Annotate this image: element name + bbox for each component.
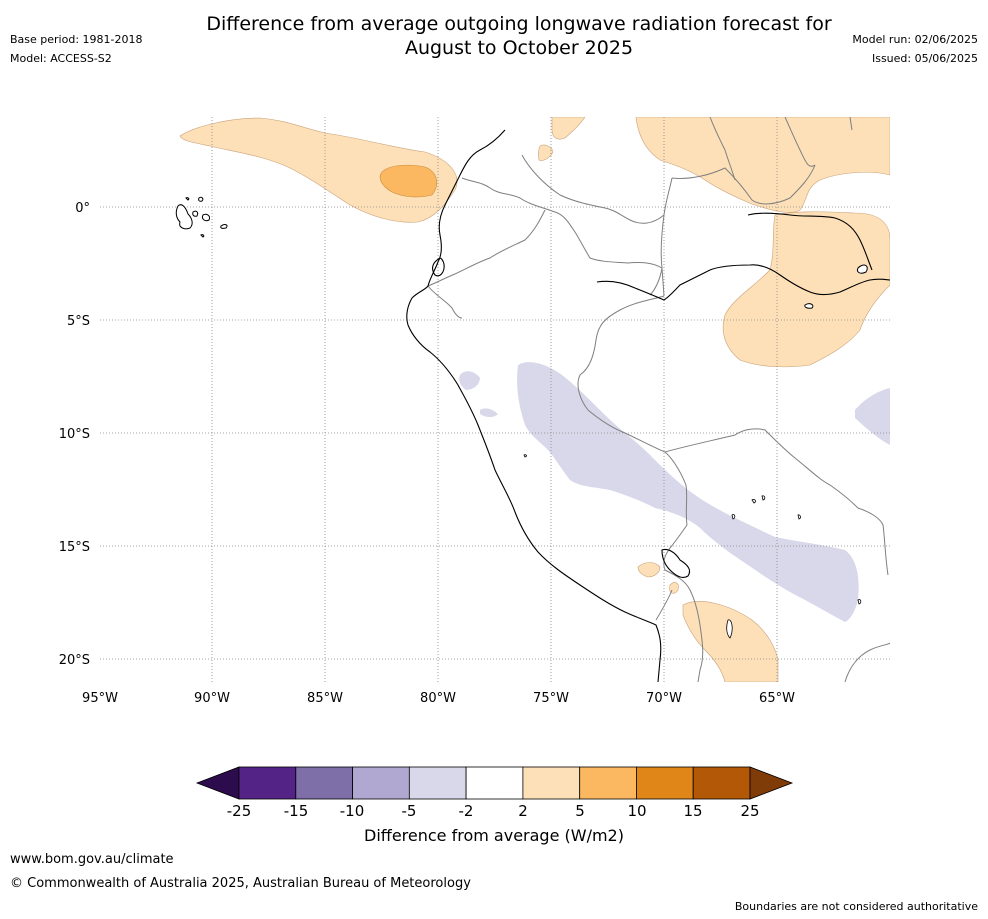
anomaly-area-andes-band xyxy=(517,362,859,622)
anomaly-area-east xyxy=(855,388,890,445)
lat-label: 20°S xyxy=(59,653,90,668)
model-run-label: Model run: 02/06/2025 xyxy=(852,33,978,46)
anomaly-area-lake xyxy=(637,562,661,578)
galapagos-islands xyxy=(175,196,868,309)
country-borders xyxy=(427,117,890,682)
base-period-label: Base period: 1981-2018 xyxy=(10,33,143,46)
lon-label: 90°W xyxy=(194,691,230,706)
border-brazil-bolivia xyxy=(664,428,889,576)
colorbar-tick-label: 15 xyxy=(683,802,702,820)
lon-label: 95°W xyxy=(82,691,118,706)
border-colombia-ecuador xyxy=(461,177,663,296)
colorbar-extend-high xyxy=(749,766,794,800)
copyright-text: © Commonwealth of Australia 2025, Austra… xyxy=(10,876,471,891)
map-gridlines xyxy=(100,117,890,682)
disclaimer-text: Boundaries are not considered authoritat… xyxy=(734,900,978,913)
border-ecuador-peru xyxy=(427,209,546,319)
title-line-1: Difference from average outgoing longwav… xyxy=(206,13,832,35)
colorbar-tick-label: -10 xyxy=(340,802,365,820)
anomaly-area-coast-small xyxy=(459,371,480,390)
anomaly-area-amazon-north xyxy=(635,117,890,213)
colorbar-label: Difference from average (W/m2) xyxy=(364,826,624,845)
colorbar-bin xyxy=(238,766,297,800)
latitude-labels: 0° 5°S 10°S 15°S 20°S xyxy=(59,201,90,668)
map-background xyxy=(100,117,890,682)
lake-titicaca xyxy=(661,548,691,578)
colorbar-tick-label: 5 xyxy=(575,802,585,820)
colorbar-ticks: -25 -15 -10 -5 -2 2 5 10 15 25 xyxy=(227,802,760,820)
colorbar-bin xyxy=(522,766,581,800)
lon-label: 70°W xyxy=(646,691,682,706)
lat-label: 10°S xyxy=(59,427,90,442)
positive-anomaly-areas xyxy=(179,117,890,682)
model-label: Model: ACCESS-S2 xyxy=(10,52,112,65)
lat-label: 5°S xyxy=(67,314,90,329)
colorbar-tick-label: -15 xyxy=(284,802,309,820)
colorbar-tick-label: 25 xyxy=(740,802,759,820)
small-lakes xyxy=(523,454,862,639)
title-line-2: August to October 2025 xyxy=(404,37,634,59)
anomaly-area-amazon-central xyxy=(722,211,890,368)
colorbar-tick-label: 10 xyxy=(627,802,646,820)
anomaly-area-coast-tiny xyxy=(480,408,498,417)
amazon-river-north xyxy=(747,212,873,271)
colorbar-bin xyxy=(408,766,467,800)
colorbar-bin xyxy=(692,766,751,800)
border-south-east xyxy=(844,642,890,682)
colorbar-bin xyxy=(579,766,637,800)
amazon-river xyxy=(596,264,890,301)
colorbar-bin xyxy=(636,766,694,800)
website-url: www.bom.gov.au/climate xyxy=(10,852,174,867)
anomaly-area-north-coast xyxy=(551,117,586,140)
lat-label: 0° xyxy=(75,201,90,216)
forecast-map: 95°W 90°W 85°W 80°W 75°W 70°W 65°W 0° 5°… xyxy=(59,117,890,706)
border-colombia-venezuela xyxy=(521,154,665,224)
anomaly-area-strong xyxy=(379,164,438,198)
coastlines xyxy=(406,129,890,682)
colorbar-tick-label: -2 xyxy=(459,802,474,820)
colorbar-extend-low xyxy=(195,766,240,800)
border-north-guyana xyxy=(709,117,853,181)
map-title: Difference from average outgoing longwav… xyxy=(150,12,888,60)
lon-label: 65°W xyxy=(759,691,795,706)
lon-label: 85°W xyxy=(307,691,343,706)
border-venezuela-brazil xyxy=(671,164,816,205)
gulf-guayaquil xyxy=(431,257,445,277)
anomaly-area-bolivia xyxy=(682,601,779,682)
colorbar-bin xyxy=(352,766,410,800)
colorbar-tick-label: -5 xyxy=(402,802,417,820)
border-peru-bolivia xyxy=(663,524,704,682)
lat-label: 15°S xyxy=(59,540,90,555)
pacific-coastline xyxy=(406,129,662,682)
border-peru-brazil xyxy=(577,295,688,526)
colorbar-bin xyxy=(465,766,524,800)
colorbar-bins xyxy=(195,766,794,800)
issued-label: Issued: 05/06/2025 xyxy=(871,52,978,65)
colorbar-bin xyxy=(295,766,353,800)
longitude-labels: 95°W 90°W 85°W 80°W 75°W 70°W 65°W xyxy=(82,691,795,706)
lon-label: 75°W xyxy=(533,691,569,706)
colorbar-tick-label: -25 xyxy=(227,802,252,820)
colorbar-tick-label: 2 xyxy=(518,802,528,820)
lon-label: 80°W xyxy=(420,691,456,706)
border-peru-chile xyxy=(655,589,673,621)
anomaly-area-pacific xyxy=(179,117,458,223)
negative-anomaly-areas xyxy=(459,362,890,622)
anomaly-area-north-islet xyxy=(538,144,554,161)
